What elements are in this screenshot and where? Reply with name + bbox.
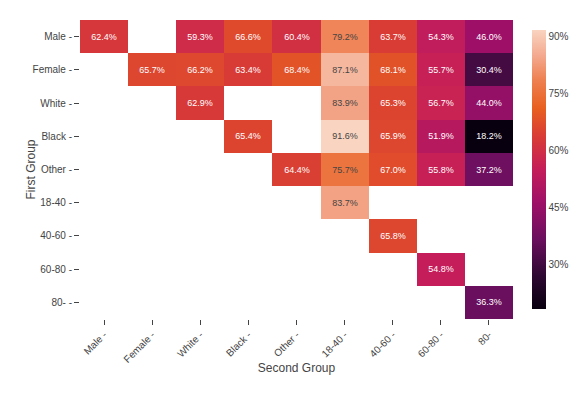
svg-text:68.1%: 68.1%	[380, 65, 406, 75]
svg-text:65.7%: 65.7%	[139, 65, 165, 75]
svg-text:60-80 -: 60-80 -	[40, 264, 72, 275]
svg-text:66.6%: 66.6%	[235, 32, 261, 42]
svg-text:63.4%: 63.4%	[235, 65, 261, 75]
svg-text:40-60 -: 40-60 -	[367, 329, 397, 359]
svg-text:62.4%: 62.4%	[91, 32, 117, 42]
svg-text:65.3%: 65.3%	[380, 98, 406, 108]
svg-text:90%: 90%	[549, 31, 569, 42]
svg-text:62.9%: 62.9%	[187, 98, 213, 108]
svg-text:65.8%: 65.8%	[380, 231, 406, 241]
svg-text:68.4%: 68.4%	[284, 65, 310, 75]
svg-text:30%: 30%	[549, 259, 569, 270]
svg-text:66.2%: 66.2%	[187, 65, 213, 75]
svg-text:51.9%: 51.9%	[428, 131, 454, 141]
svg-text:80- -: 80- -	[51, 297, 72, 308]
svg-text:First Group: First Group	[24, 139, 38, 199]
svg-text:59.3%: 59.3%	[187, 32, 213, 42]
svg-text:46.0%: 46.0%	[476, 32, 502, 42]
svg-text:44.0%: 44.0%	[476, 98, 502, 108]
svg-text:83.9%: 83.9%	[332, 98, 358, 108]
svg-text:36.3%: 36.3%	[476, 297, 502, 307]
svg-text:56.7%: 56.7%	[428, 98, 454, 108]
svg-text:Male -: Male -	[44, 31, 72, 42]
svg-text:67.0%: 67.0%	[380, 165, 406, 175]
svg-text:55.7%: 55.7%	[428, 65, 454, 75]
svg-text:79.2%: 79.2%	[332, 32, 358, 42]
svg-text:80-: 80-	[476, 329, 494, 347]
svg-text:White -: White -	[175, 329, 205, 359]
svg-text:Black -: Black -	[224, 329, 253, 358]
svg-text:75%: 75%	[549, 88, 569, 99]
svg-text:54.3%: 54.3%	[428, 32, 454, 42]
svg-text:55.8%: 55.8%	[428, 165, 454, 175]
svg-text:30.4%: 30.4%	[476, 65, 502, 75]
svg-text:65.9%: 65.9%	[380, 131, 406, 141]
svg-text:18-40 -: 18-40 -	[40, 197, 72, 208]
svg-text:Other -: Other -	[272, 329, 302, 359]
svg-text:Male -: Male -	[82, 329, 109, 356]
svg-text:65.4%: 65.4%	[235, 131, 261, 141]
svg-text:45%: 45%	[549, 202, 569, 213]
svg-text:Female -: Female -	[33, 64, 72, 75]
svg-text:Black -: Black -	[41, 131, 72, 142]
svg-text:75.7%: 75.7%	[332, 165, 358, 175]
svg-text:60-80 -: 60-80 -	[416, 329, 446, 359]
svg-text:Female -: Female -	[121, 329, 157, 365]
svg-text:63.7%: 63.7%	[380, 32, 406, 42]
svg-text:83.7%: 83.7%	[332, 198, 358, 208]
svg-text:91.6%: 91.6%	[332, 131, 358, 141]
svg-text:87.1%: 87.1%	[332, 65, 358, 75]
svg-text:18.2%: 18.2%	[476, 131, 502, 141]
svg-text:37.2%: 37.2%	[476, 165, 502, 175]
svg-text:60.4%: 60.4%	[284, 32, 310, 42]
svg-text:Other -: Other -	[41, 164, 72, 175]
svg-text:64.4%: 64.4%	[284, 165, 310, 175]
svg-text:60%: 60%	[549, 145, 569, 156]
svg-text:Second Group: Second Group	[258, 361, 336, 375]
svg-text:White -: White -	[40, 98, 72, 109]
svg-text:40-60 -: 40-60 -	[40, 230, 72, 241]
svg-text:54.8%: 54.8%	[428, 264, 454, 274]
svg-text:18-40 -: 18-40 -	[319, 329, 349, 359]
